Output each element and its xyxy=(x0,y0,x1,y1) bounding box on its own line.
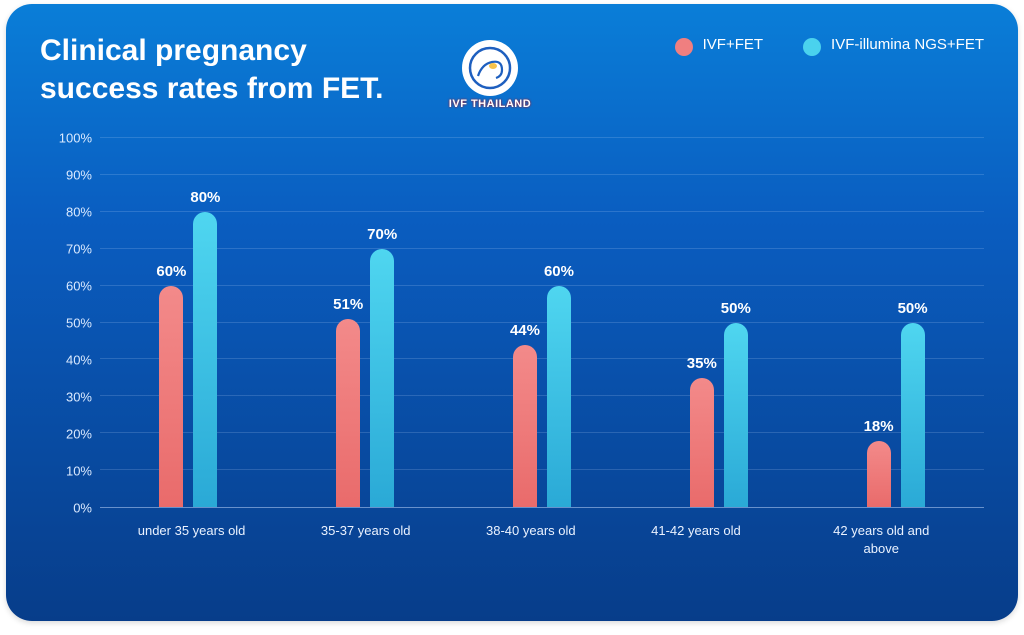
swatch-icon xyxy=(675,38,693,56)
legend: IVF+FET IVF-illumina NGS+FET xyxy=(675,32,984,56)
plot-wrap: 60% 80% 51% 70% 44% 60% 35% 50% 18% 50% under 35 … xyxy=(100,138,984,603)
y-tick-label: 50% xyxy=(66,316,92,331)
y-tick-label: 80% xyxy=(66,205,92,220)
bar-value-label: 80% xyxy=(190,189,220,206)
x-tick-label: 35-37 years old xyxy=(321,522,411,557)
bar-value-label: 70% xyxy=(367,226,397,243)
bar-value-label: 44% xyxy=(510,322,540,339)
legend-item-b: IVF-illumina NGS+FET xyxy=(803,36,984,56)
bar-series-b: 60% xyxy=(547,286,571,507)
bar-series-b: 80% xyxy=(193,212,217,507)
x-tick-label: 38-40 years old xyxy=(486,522,576,557)
ivf-thailand-logo: IVF THAILAND xyxy=(440,32,540,118)
y-tick-label: 60% xyxy=(66,279,92,294)
bar-series-b: 50% xyxy=(724,323,748,508)
chart-card: Clinical pregnancy success rates from FE… xyxy=(6,4,1018,621)
x-tick-label: 42 years old and above xyxy=(816,522,946,557)
bar-value-label: 60% xyxy=(156,263,186,280)
x-tick-label: 41-42 years old xyxy=(651,522,741,557)
bar-series-b: 50% xyxy=(901,323,925,508)
y-tick-label: 20% xyxy=(66,427,92,442)
bar-series-a: 51% xyxy=(336,319,360,507)
y-tick-label: 100% xyxy=(59,131,92,146)
bar-series-a: 60% xyxy=(159,286,183,507)
bar-group: 18% 50% xyxy=(867,138,925,507)
bar-group: 51% 70% xyxy=(336,138,394,507)
y-tick-label: 90% xyxy=(66,168,92,183)
swatch-icon xyxy=(803,38,821,56)
y-tick-label: 30% xyxy=(66,390,92,405)
legend-label: IVF+FET xyxy=(703,36,763,55)
bar-value-label: 50% xyxy=(898,300,928,317)
y-axis: 0%10%20%30%40%50%60%70%80%90%100% xyxy=(40,138,100,508)
y-tick-label: 40% xyxy=(66,353,92,368)
header: Clinical pregnancy success rates from FE… xyxy=(40,32,984,118)
x-tick-label: under 35 years old xyxy=(138,522,246,557)
bar-value-label: 60% xyxy=(544,263,574,280)
bar-value-label: 18% xyxy=(864,418,894,435)
logo-circle-icon xyxy=(462,40,518,96)
y-tick-label: 0% xyxy=(73,501,92,516)
bar-group: 35% 50% xyxy=(690,138,748,507)
plot: 60% 80% 51% 70% 44% 60% 35% 50% 18% 50% xyxy=(100,138,984,508)
bar-series-a: 18% xyxy=(867,441,891,507)
logo-text: IVF THAILAND xyxy=(449,98,531,110)
legend-item-a: IVF+FET xyxy=(675,36,763,56)
chart-title: Clinical pregnancy success rates from FE… xyxy=(40,32,420,107)
bar-group: 44% 60% xyxy=(513,138,571,507)
bar-value-label: 50% xyxy=(721,300,751,317)
bar-value-label: 51% xyxy=(333,296,363,313)
bar-series-a: 44% xyxy=(513,345,537,507)
x-axis: under 35 years old 35-37 years old 38-40 y… xyxy=(100,522,984,557)
bar-series-a: 35% xyxy=(690,378,714,507)
bar-value-label: 35% xyxy=(687,355,717,372)
y-tick-label: 10% xyxy=(66,464,92,479)
y-tick-label: 70% xyxy=(66,242,92,257)
legend-label: IVF-illumina NGS+FET xyxy=(831,36,984,55)
bar-series-b: 70% xyxy=(370,249,394,507)
chart-area: 0%10%20%30%40%50%60%70%80%90%100% 60%80%… xyxy=(40,138,984,603)
bar-group: 60% 80% xyxy=(159,138,217,507)
